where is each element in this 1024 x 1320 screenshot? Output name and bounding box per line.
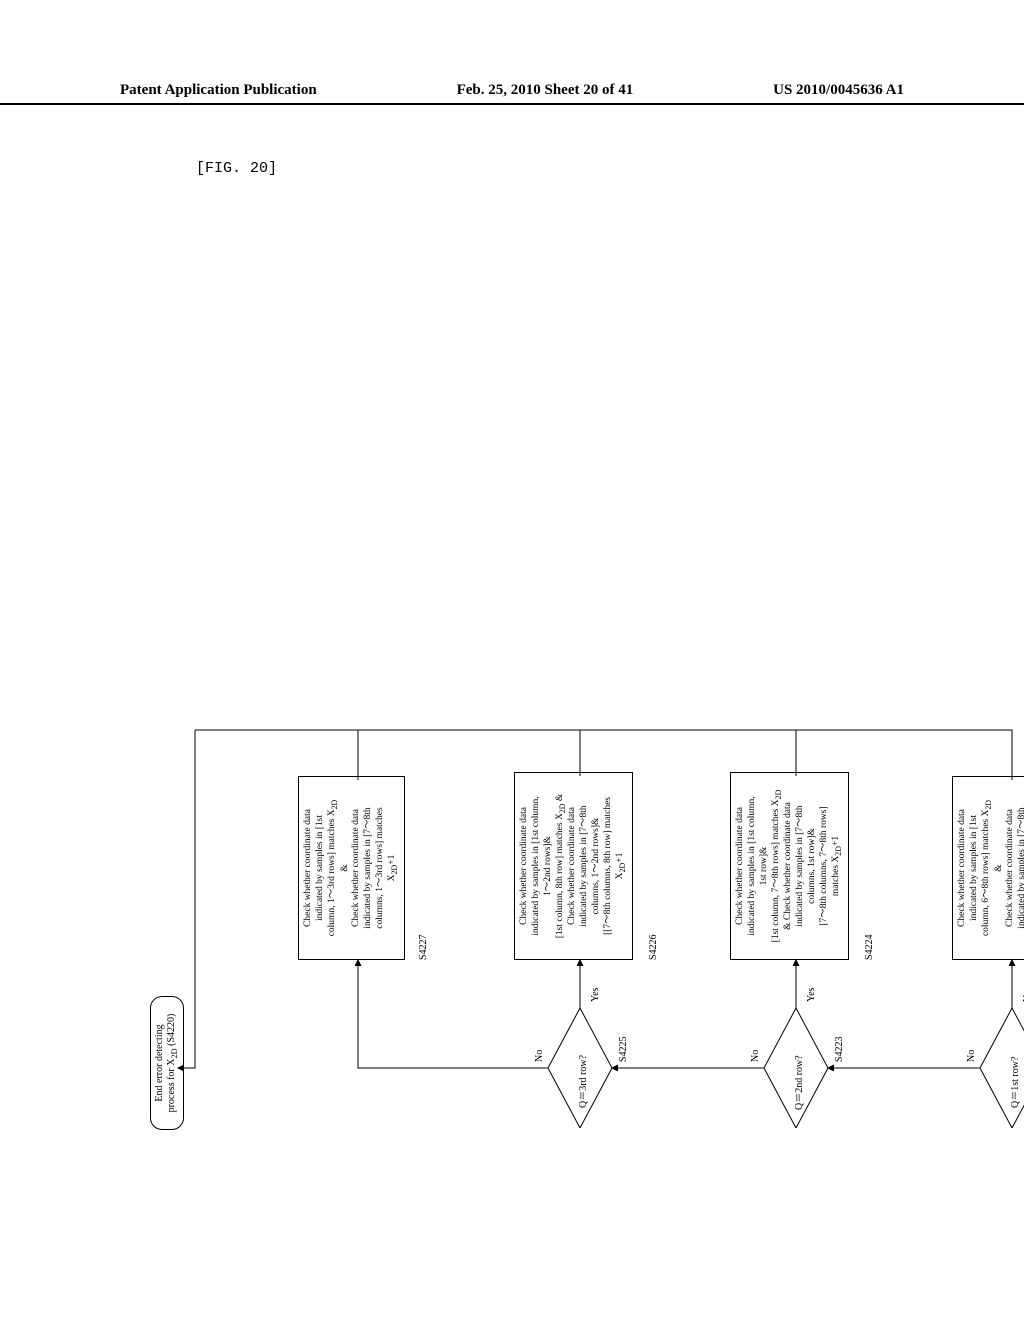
- figure-label: [FIG. 20]: [196, 160, 277, 177]
- header-right: US 2010/0045636 A1: [773, 82, 904, 99]
- connector-lines: [150, 190, 1024, 1160]
- header-center: Feb. 25, 2010 Sheet 20 of 41: [457, 82, 634, 99]
- header-left: Patent Application Publication: [120, 82, 317, 99]
